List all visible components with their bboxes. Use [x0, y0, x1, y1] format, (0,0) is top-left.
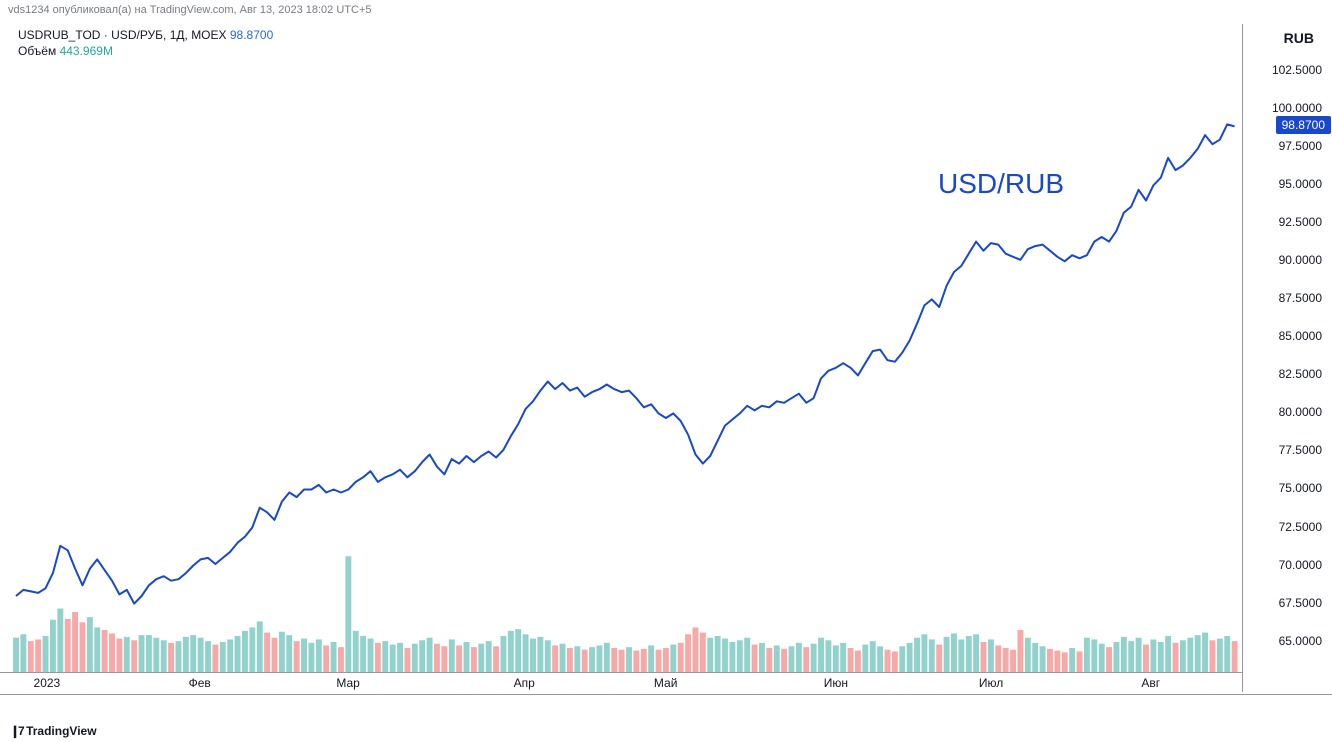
footer-brand: ❙7 TradingView — [10, 724, 97, 738]
x-tick-label: Мар — [336, 676, 359, 690]
y-tick-label: 90.0000 — [1279, 253, 1322, 267]
brand-icon: ❙7 — [10, 724, 23, 738]
chart-svg — [0, 24, 1332, 718]
y-tick-label: 75.0000 — [1279, 481, 1322, 495]
y-tick-label: 67.5000 — [1279, 596, 1322, 610]
yaxis-header: RUB — [1284, 30, 1314, 46]
current-price-flag: 98.8700 — [1276, 116, 1331, 134]
legend-symbol: USDRUB_TOD — [18, 28, 100, 42]
y-tick-label: 102.5000 — [1272, 63, 1322, 77]
legend-row-volume: Объём 443.969M — [18, 44, 273, 58]
y-tick-label: 77.5000 — [1279, 443, 1322, 457]
y-tick-label: 72.5000 — [1279, 520, 1322, 534]
x-tick-label: Фев — [189, 676, 211, 690]
y-tick-label: 70.0000 — [1279, 558, 1322, 572]
attribution-text: vds1234 опубликовал(а) на TradingView.co… — [8, 4, 372, 16]
legend-volume-value: 443.969M — [60, 44, 113, 58]
legend-volume-label: Объём — [18, 44, 56, 58]
attribution-bar: vds1234 опубликовал(а) на TradingView.co… — [0, 0, 1332, 22]
y-tick-label: 82.5000 — [1279, 367, 1322, 381]
x-tick-label: 2023 — [34, 676, 61, 690]
x-tick-label: Июл — [979, 676, 1003, 690]
y-tick-label: 65.0000 — [1279, 634, 1322, 648]
y-tick-label: 92.5000 — [1279, 215, 1322, 229]
y-tick-label: 85.0000 — [1279, 329, 1322, 343]
chart-legend: USDRUB_TOD · USD/РУБ, 1Д, MOEX 98.8700 О… — [18, 28, 273, 58]
y-tick-label: 80.0000 — [1279, 405, 1322, 419]
x-tick-label: Май — [654, 676, 678, 690]
x-tick-label: Апр — [514, 676, 535, 690]
x-tick-label: Июн — [824, 676, 848, 690]
y-tick-label: 95.0000 — [1279, 177, 1322, 191]
y-tick-label: 100.0000 — [1272, 101, 1322, 115]
x-tick-label: Авг — [1141, 676, 1160, 690]
y-tick-label: 87.5000 — [1279, 291, 1322, 305]
brand-text: TradingView — [26, 724, 96, 738]
chart-area[interactable]: RUB USD/RUB 98.8700 65.0000 67.5000 70.000… — [0, 24, 1332, 718]
legend-row-symbol: USDRUB_TOD · USD/РУБ, 1Д, MOEX 98.8700 — [18, 28, 273, 42]
chart-overlay-label: USD/RUB — [938, 168, 1064, 200]
y-tick-label: 97.5000 — [1279, 139, 1322, 153]
legend-desc: · USD/РУБ, 1Д, MOEX — [104, 28, 227, 42]
legend-last-value: 98.8700 — [230, 28, 273, 42]
